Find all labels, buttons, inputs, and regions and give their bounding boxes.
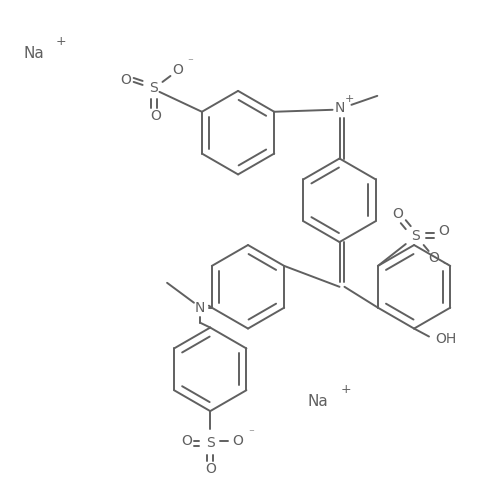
Text: N: N <box>194 300 205 314</box>
Text: S: S <box>206 436 214 450</box>
Text: O: O <box>120 73 131 87</box>
Text: ⁻: ⁻ <box>442 261 448 271</box>
Text: O: O <box>392 207 403 221</box>
Text: OH: OH <box>436 332 456 345</box>
Text: Na: Na <box>24 46 44 60</box>
Text: N: N <box>334 101 344 115</box>
Text: ⁻: ⁻ <box>188 57 194 67</box>
Text: O: O <box>172 63 183 77</box>
Text: ⁻: ⁻ <box>248 428 254 438</box>
Text: S: S <box>149 81 158 95</box>
Text: +: + <box>56 34 66 48</box>
Text: Na: Na <box>308 394 328 408</box>
Text: O: O <box>428 251 439 265</box>
Text: O: O <box>181 434 192 448</box>
Text: +: + <box>345 94 354 104</box>
Text: O: O <box>150 109 161 122</box>
Text: O: O <box>438 224 449 238</box>
Text: S: S <box>412 229 420 243</box>
Text: +: + <box>340 382 351 396</box>
Text: O: O <box>205 462 216 476</box>
Text: O: O <box>232 434 243 448</box>
